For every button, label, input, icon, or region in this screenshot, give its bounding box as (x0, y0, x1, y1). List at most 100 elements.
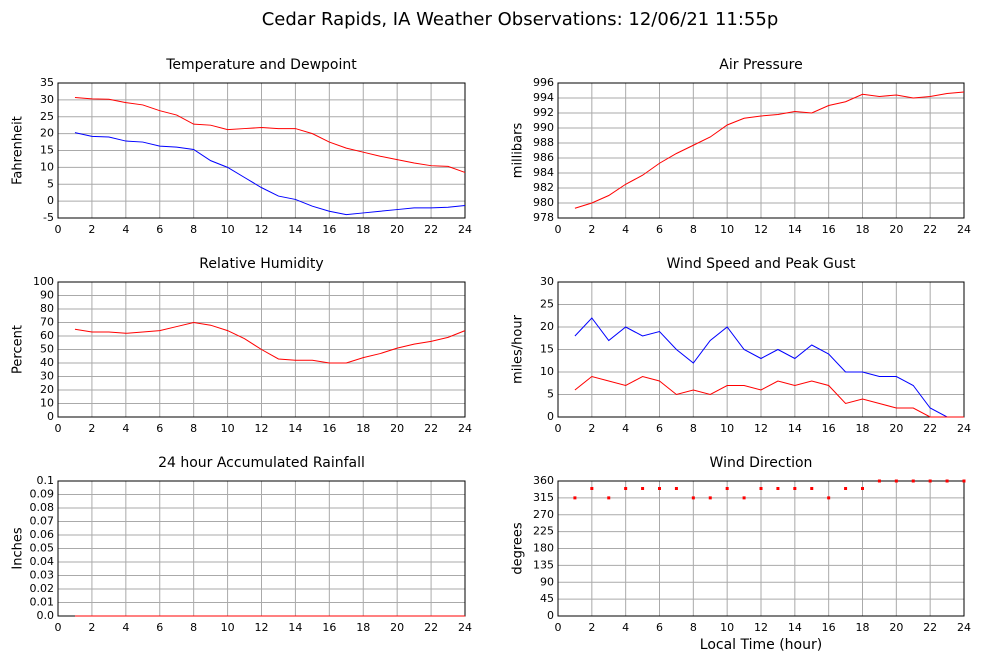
chart-title: Wind Speed and Peak Gust (667, 256, 856, 272)
x-tick-label: 8 (690, 422, 697, 435)
point (877, 479, 881, 483)
x-tick-label: 0 (55, 422, 62, 435)
x-tick-label: 2 (588, 422, 595, 435)
y-tick-label: 984 (533, 166, 554, 179)
y-tick-label: 60 (40, 329, 54, 342)
y-tick-label: 15 (40, 144, 54, 157)
y-tick-label: 0.06 (30, 528, 55, 541)
y-tick-label: 0.09 (30, 488, 55, 501)
x-tick-label: 24 (957, 422, 971, 435)
x-tick-label: 4 (622, 422, 629, 435)
y-tick-label: 0.05 (30, 542, 55, 555)
y-tick-label: 5 (47, 177, 54, 190)
x-tick-label: 8 (190, 621, 197, 634)
point (793, 487, 797, 490)
y-axis-label: Percent (11, 325, 26, 374)
y-tick-label: 10 (40, 160, 54, 173)
point (708, 496, 712, 500)
point (573, 496, 577, 500)
x-tick-label: 22 (923, 422, 937, 435)
x-tick-label: 6 (156, 422, 163, 435)
point (962, 479, 966, 483)
point (590, 487, 594, 490)
y-tick-label: 50 (40, 343, 54, 356)
y-tick-label: 20 (40, 127, 54, 140)
x-tick-label: 16 (322, 621, 336, 634)
page-title: Cedar Rapids, IA Weather Observations: 1… (262, 9, 779, 30)
x-tick-label: 20 (390, 223, 404, 236)
y-tick-label: 270 (533, 508, 554, 521)
y-tick-label: 25 (40, 110, 54, 123)
plot-frame (557, 281, 965, 418)
x-tick-label: 0 (55, 223, 62, 236)
point (742, 496, 746, 500)
x-tick-label: 12 (754, 422, 768, 435)
plot-frame (557, 82, 965, 219)
x-tick-label: 14 (288, 422, 302, 435)
plot-frame (557, 480, 965, 617)
x-tick-label: 6 (656, 621, 663, 634)
x-tick-label: 20 (889, 223, 903, 236)
x-tick-label: 8 (190, 422, 197, 435)
y-tick-label: 0 (547, 410, 554, 423)
y-tick-label: 10 (540, 365, 554, 378)
point (861, 487, 864, 490)
x-axis-label: Local Time (hour) (700, 637, 822, 653)
y-tick-label: 988 (533, 136, 554, 149)
x-tick-label: 6 (656, 422, 663, 435)
x-tick-label: 22 (424, 621, 438, 634)
y-tick-label: 10 (40, 397, 54, 410)
y-tick-label: 5 (547, 388, 554, 401)
chart-title: Relative Humidity (199, 256, 323, 272)
point (607, 496, 611, 500)
y-tick-label: 135 (533, 558, 554, 571)
x-tick-label: 20 (390, 422, 404, 435)
plot-frame (57, 281, 466, 418)
x-tick-label: 2 (588, 223, 595, 236)
y-tick-label: 980 (533, 196, 554, 209)
y-axis-label: millibars (511, 123, 526, 179)
y-tick-label: 0.02 (30, 582, 55, 595)
x-tick-label: 20 (889, 422, 903, 435)
point (725, 487, 729, 490)
y-tick-label: 180 (533, 542, 554, 555)
x-tick-label: 6 (156, 621, 163, 634)
x-tick-label: 6 (156, 223, 163, 236)
x-tick-label: 4 (622, 223, 629, 236)
y-tick-label: 0.04 (30, 555, 55, 568)
x-tick-label: 22 (424, 422, 438, 435)
x-tick-label: 4 (122, 223, 129, 236)
y-tick-label: 20 (540, 320, 554, 333)
x-tick-label: 24 (458, 422, 472, 435)
x-tick-label: 18 (356, 621, 370, 634)
x-tick-label: 12 (754, 223, 768, 236)
x-tick-label: 4 (622, 621, 629, 634)
x-tick-label: 14 (288, 621, 302, 634)
series-line (74, 97, 466, 173)
y-tick-label: 992 (533, 106, 554, 119)
x-tick-label: 14 (788, 422, 802, 435)
y-tick-label: 990 (533, 121, 554, 134)
chart-title: 24 hour Accumulated Rainfall (158, 455, 365, 471)
x-tick-label: 14 (788, 223, 802, 236)
x-tick-label: 2 (88, 422, 95, 435)
y-tick-label: -5 (43, 211, 54, 224)
chart-title: Air Pressure (719, 57, 802, 73)
x-tick-label: 16 (822, 422, 836, 435)
x-tick-label: 18 (856, 422, 870, 435)
y-tick-label: 225 (533, 525, 554, 538)
x-tick-label: 24 (458, 621, 472, 634)
x-tick-label: 20 (889, 621, 903, 634)
x-tick-label: 16 (822, 621, 836, 634)
chart-title: Wind Direction (710, 455, 813, 471)
y-axis-label: Inches (11, 527, 26, 569)
x-tick-label: 22 (923, 223, 937, 236)
point (674, 487, 678, 490)
x-tick-label: 8 (690, 223, 697, 236)
y-tick-label: 0 (47, 410, 54, 423)
y-tick-label: 90 (40, 289, 54, 302)
y-tick-label: 315 (533, 491, 554, 504)
point (776, 487, 780, 490)
plot-frame (57, 82, 466, 219)
y-tick-label: 982 (533, 181, 554, 194)
